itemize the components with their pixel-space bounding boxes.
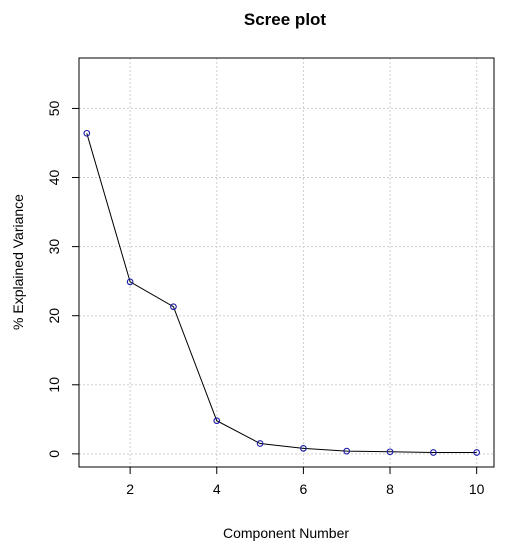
- x-tick-label: 4: [213, 481, 221, 497]
- marker-layer: [83, 129, 481, 456]
- data-point: [300, 444, 307, 452]
- y-axis-label: % Explained Variance: [10, 194, 26, 330]
- y-tick-label: 20: [46, 308, 62, 324]
- series-line: [86, 133, 477, 453]
- data-point: [213, 417, 221, 425]
- data-point: [343, 447, 351, 455]
- y-tick-label: 50: [46, 100, 62, 116]
- data-point: [83, 129, 91, 137]
- y-tick-label: 10: [46, 377, 62, 393]
- data-point: [430, 449, 437, 456]
- data-point: [170, 303, 177, 311]
- data-point: [473, 449, 481, 456]
- chart-title: Scree plot: [244, 10, 327, 29]
- x-axis-label: Component Number: [223, 525, 349, 541]
- x-tick-label: 10: [469, 481, 485, 497]
- data-point: [126, 278, 134, 286]
- x-tick-label: 8: [386, 481, 394, 497]
- x-tick-label: 6: [299, 481, 307, 497]
- y-tick-label: 40: [46, 170, 62, 186]
- data-point: [256, 440, 264, 447]
- series-layer: [86, 133, 477, 453]
- plot-frame: [78, 57, 495, 468]
- grid: [79, 58, 494, 467]
- y-tick-label: 30: [46, 239, 62, 255]
- y-tick-label: 0: [46, 450, 62, 458]
- axes: 2 4 6 8 10 0 10 20 30 40 50: [46, 100, 485, 497]
- data-point: [386, 448, 394, 456]
- x-tick-label: 2: [126, 481, 134, 497]
